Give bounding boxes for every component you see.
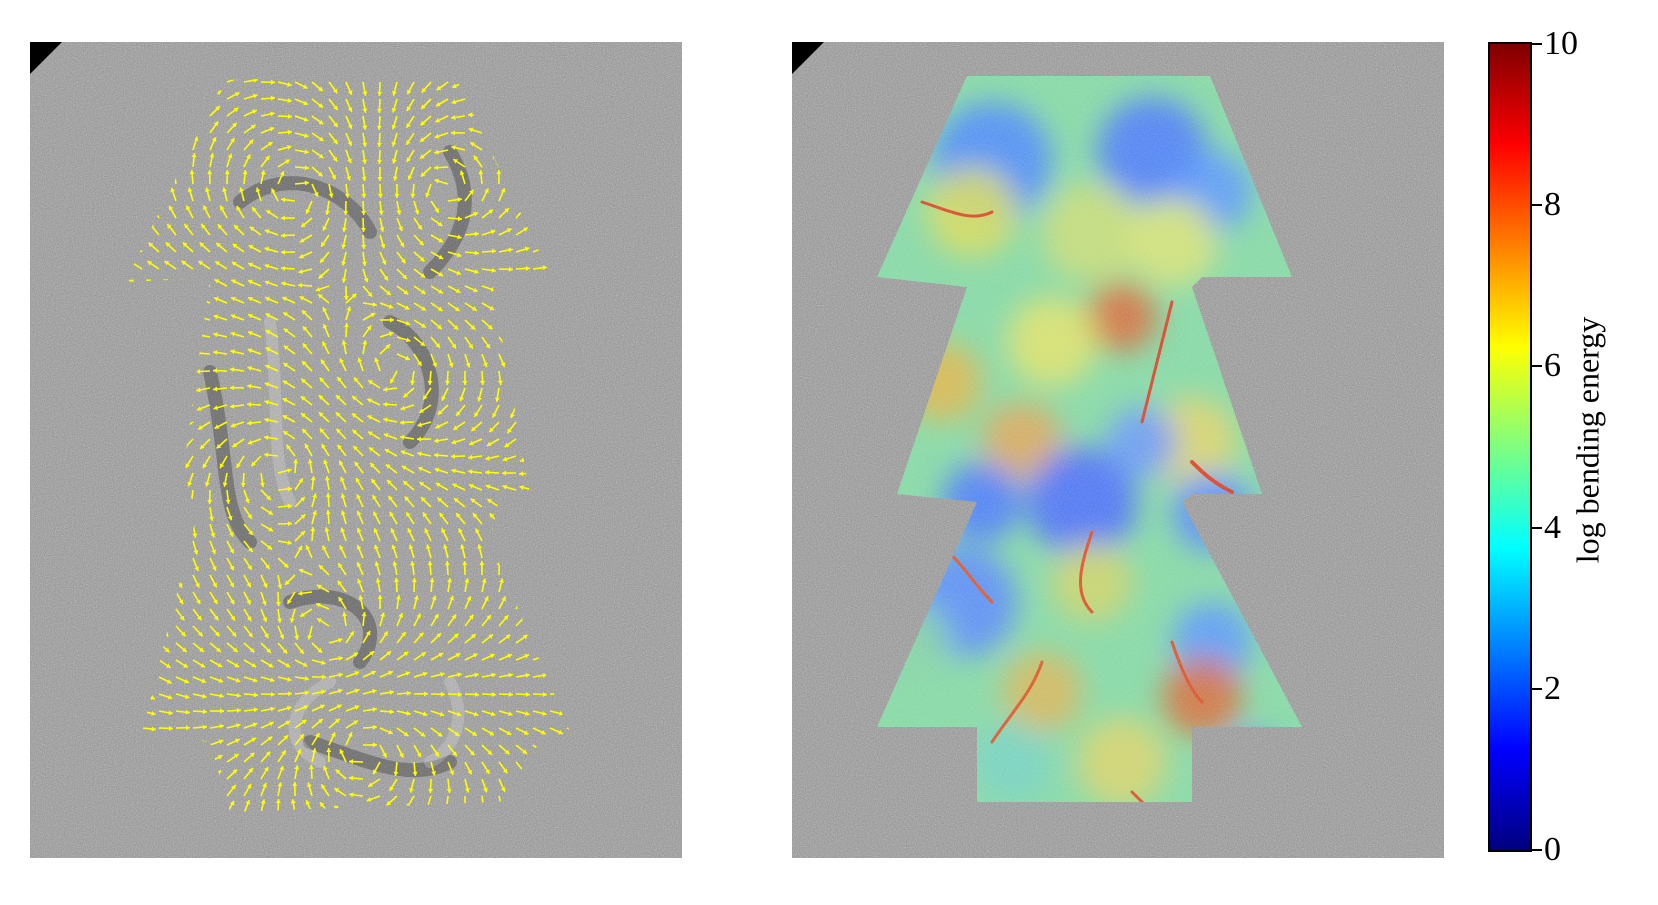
- colorbar-tick-label: 0: [1544, 833, 1561, 867]
- colorbar-tick: [1532, 527, 1542, 529]
- vector-field-image: [30, 42, 682, 858]
- colorbar-tick: [1532, 688, 1542, 690]
- colorbar-tick: [1532, 365, 1542, 367]
- colorbar-tick: [1532, 204, 1542, 206]
- bending-energy-image: [792, 42, 1444, 858]
- bending-energy-panel: [792, 42, 1444, 858]
- colorbar-tick-label: 4: [1544, 511, 1561, 545]
- colorbar-tick-label: 6: [1544, 349, 1561, 383]
- colorbar-tick: [1532, 43, 1542, 45]
- colorbar-tick-label: 8: [1544, 188, 1561, 222]
- vector-field-panel: [30, 42, 682, 858]
- colorbar-tick-label: 2: [1544, 672, 1561, 706]
- colorbar-tick: [1532, 849, 1542, 851]
- colorbar: [1488, 42, 1532, 852]
- colorbar-tick-label: 10: [1544, 27, 1578, 61]
- colorbar-label: log bending energy: [1570, 317, 1607, 563]
